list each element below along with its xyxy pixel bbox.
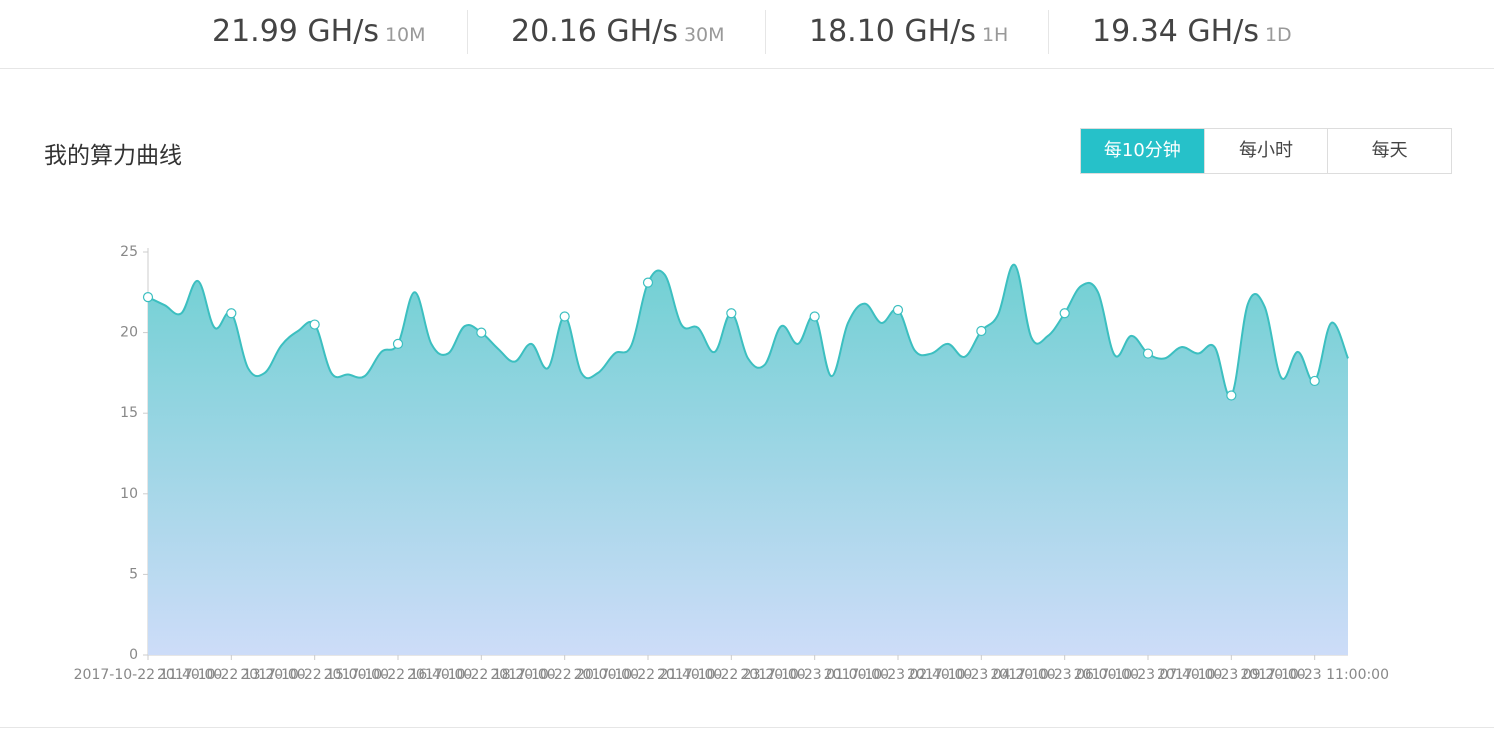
point-marker — [726, 308, 737, 319]
point-marker — [642, 277, 654, 288]
point-marker — [392, 338, 404, 349]
point-marker — [476, 327, 487, 338]
x-tick-label: 2017-10-23 01:00:00 — [740, 667, 889, 683]
separator — [467, 10, 468, 54]
x-tick-label: 2017-10-22 16:40:00 — [324, 667, 473, 683]
x-tick-label: 2017-10-22 20:00:00 — [490, 667, 639, 683]
stat-period: 1D — [1264, 24, 1292, 46]
line — [147, 263, 1349, 398]
separator — [765, 10, 766, 54]
x-tick-label: 2017-10-23 07:40:00 — [1074, 667, 1223, 683]
point-marker — [1142, 348, 1154, 359]
tab[interactable]: 每10分钟 — [1081, 129, 1204, 173]
point-marker — [809, 311, 820, 322]
point-marker — [309, 319, 320, 330]
separator — [1048, 10, 1049, 54]
x-tick-label: 2017-10-23 02:40:00 — [824, 667, 973, 683]
y-tick-label: 5 — [129, 566, 138, 582]
stat-value: 20.16 GH/s — [511, 14, 678, 49]
y-tick-label: 15 — [120, 405, 138, 421]
point-marker — [892, 304, 904, 316]
point-marker — [142, 292, 154, 303]
point-marker — [976, 325, 987, 337]
stat-value: 18.10 GH/s — [809, 14, 976, 49]
point-marker — [1309, 375, 1320, 387]
stat-period: 10M — [384, 24, 426, 46]
x-tick-label: 2017-10-22 18:20:00 — [407, 667, 556, 683]
x-tick-label: 2017-10-23 04:20:00 — [907, 667, 1056, 683]
x-tick-label: 2017-10-22 15:00:00 — [240, 667, 389, 683]
x-tick-label: 2017-10-23 06:00:00 — [990, 667, 1139, 683]
stat: 19.34 GH/s 1D — [1092, 14, 1292, 54]
x-tick-label: 2017-10-23 09:20:00 — [1157, 667, 1306, 683]
stat-period: 30M — [683, 24, 725, 46]
point-marker — [226, 308, 237, 319]
stat-value: 21.99 GH/s — [212, 14, 379, 49]
tab[interactable]: 每天 — [1327, 129, 1451, 173]
y-tick-label: 0 — [129, 647, 138, 663]
section-title: 我的算力曲线 — [44, 143, 182, 169]
stat-period: 1H — [981, 24, 1009, 46]
point-marker — [559, 311, 570, 322]
stats-bar: 21.99 GH/s 10M 20.16 GH/s 30M 18.10 GH/s 1H… — [0, 0, 1494, 69]
x-tick-label: 2017-10-22 21:40:00 — [574, 667, 723, 683]
x-tick-label: 2017-10-22 23:20:00 — [657, 667, 806, 683]
area-fill — [148, 264, 1348, 655]
x-tick-label: 2017-10-22 13:20:00 — [157, 667, 306, 683]
y-tick-label: 10 — [120, 486, 138, 502]
x-tick-label: 2017-10-22 11:40:00 — [74, 667, 223, 683]
point-marker — [1059, 308, 1070, 319]
stat: 18.10 GH/s 1H — [809, 14, 1008, 54]
tabs: 每10分钟 每小时 每天 — [1080, 128, 1452, 174]
stat: 20.16 GH/s 30M — [511, 14, 725, 54]
stat-value: 19.34 GH/s — [1092, 14, 1259, 49]
tab[interactable]: 每小时 — [1203, 129, 1328, 173]
divider — [0, 727, 1494, 728]
stat: 21.99 GH/s 10M — [212, 14, 426, 54]
point-marker — [1226, 390, 1237, 401]
x-tick-label: 2017-10-23 11:00:00 — [1240, 667, 1389, 683]
y-tick-label: 25 — [120, 244, 138, 260]
y-tick-label: 20 — [120, 325, 138, 341]
